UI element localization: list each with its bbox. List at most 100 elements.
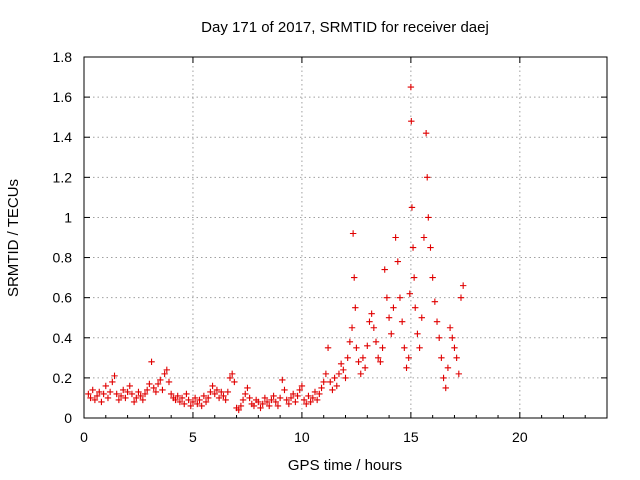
data-point	[361, 364, 369, 372]
data-point	[167, 390, 175, 398]
data-point	[137, 392, 144, 400]
data-point	[349, 230, 357, 237]
chart-title: Day 171 of 2017, SRMTID for receiver dae…	[201, 19, 489, 36]
data-point	[364, 342, 371, 349]
data-point	[146, 380, 153, 388]
data-point	[348, 324, 356, 331]
data-point	[100, 390, 107, 398]
data-point	[250, 402, 258, 410]
data-point	[292, 398, 299, 406]
data-point	[163, 366, 171, 374]
data-point	[406, 290, 413, 297]
data-point	[342, 374, 349, 382]
data-point	[370, 324, 378, 331]
data-point	[409, 244, 417, 251]
data-point	[215, 394, 223, 402]
data-point	[270, 392, 277, 400]
data-point	[104, 394, 112, 402]
data-point	[239, 396, 247, 404]
data-point	[113, 390, 120, 398]
data-point	[453, 354, 460, 362]
data-point	[272, 398, 279, 406]
data-point	[226, 374, 234, 382]
data-point	[185, 396, 192, 404]
data-point	[198, 402, 205, 410]
data-point	[307, 398, 314, 406]
data-point	[122, 394, 129, 402]
data-point	[200, 392, 208, 400]
data-point	[261, 394, 269, 402]
x-tick-label: 20	[512, 429, 528, 445]
data-point	[414, 330, 421, 337]
data-point	[359, 354, 367, 362]
data-point	[422, 130, 430, 137]
x-axis-label: GPS time / hours	[288, 457, 402, 474]
data-point	[383, 294, 391, 301]
data-point	[91, 396, 99, 404]
data-point	[309, 394, 317, 402]
y-tick-label: 1.2	[53, 169, 73, 185]
data-point	[379, 344, 386, 352]
data-point	[242, 390, 249, 398]
data-point	[157, 376, 164, 384]
data-point	[322, 370, 330, 378]
data-point	[337, 360, 345, 368]
data-point	[436, 334, 443, 341]
data-point	[418, 314, 425, 321]
data-points	[85, 83, 467, 414]
y-tick-label: 1.8	[53, 49, 73, 65]
data-point	[374, 354, 382, 362]
data-point	[451, 344, 458, 352]
data-point	[427, 244, 434, 251]
grid	[84, 57, 607, 418]
x-tick-label: 15	[403, 429, 419, 445]
data-point	[372, 338, 380, 345]
data-point	[368, 310, 375, 317]
data-point	[287, 394, 295, 402]
data-point	[285, 400, 293, 408]
data-point	[191, 394, 199, 402]
y-tick-label: 0	[64, 410, 72, 426]
x-tick-label: 0	[80, 429, 88, 445]
data-point	[442, 384, 449, 392]
data-point	[296, 386, 303, 394]
data-point	[457, 294, 465, 301]
y-tick-label: 1	[64, 209, 72, 225]
data-point	[87, 394, 94, 402]
data-point	[366, 318, 373, 325]
data-point	[331, 374, 338, 382]
data-point	[392, 234, 399, 241]
data-point	[148, 358, 155, 366]
data-point	[407, 83, 415, 91]
data-point	[444, 364, 452, 372]
data-point	[455, 370, 463, 378]
data-point	[346, 338, 354, 345]
data-point	[390, 304, 397, 311]
data-point	[351, 274, 358, 281]
data-point	[298, 382, 306, 390]
data-point	[124, 388, 131, 396]
data-point	[398, 318, 406, 325]
data-point	[106, 388, 114, 396]
data-point	[279, 376, 286, 384]
data-point	[130, 398, 138, 406]
y-tick-label: 0.6	[53, 290, 73, 306]
data-point	[324, 344, 332, 352]
data-point	[410, 274, 418, 281]
data-point	[408, 204, 416, 211]
x-tick-label: 5	[189, 429, 197, 445]
data-point	[159, 386, 166, 394]
data-point	[396, 294, 404, 301]
data-point	[128, 390, 136, 398]
data-point	[320, 378, 327, 386]
data-point	[172, 396, 179, 404]
data-point	[401, 344, 408, 352]
data-point	[213, 386, 221, 394]
data-point	[274, 402, 282, 410]
data-point	[283, 396, 290, 404]
y-tick-label: 0.4	[53, 330, 73, 346]
data-point	[313, 396, 321, 404]
data-point	[150, 384, 157, 392]
data-point	[327, 378, 334, 386]
data-point	[412, 304, 419, 311]
